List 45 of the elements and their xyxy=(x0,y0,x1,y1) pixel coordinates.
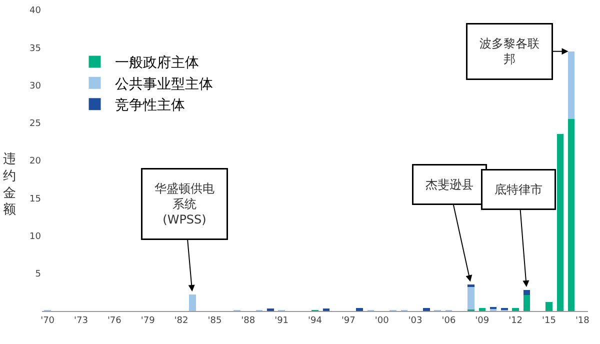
bar xyxy=(523,290,530,296)
x-tick-label: '76 xyxy=(107,316,122,326)
x-tick-label: '97 xyxy=(341,316,356,326)
x-tick-label: '06 xyxy=(442,316,456,326)
legend-label: 公共事业型主体 xyxy=(114,76,213,92)
annotation: 杰斐逊县 xyxy=(426,178,474,192)
bar xyxy=(523,295,530,311)
x-tick-label: '15 xyxy=(542,316,556,326)
legend-label: 竞争性主体 xyxy=(114,98,185,114)
bar xyxy=(423,308,430,311)
y-tick-label: 35 xyxy=(30,44,41,54)
bar xyxy=(189,294,196,311)
y-axis-title: 违约金额 xyxy=(3,152,16,218)
x-tick-label: '73 xyxy=(74,316,88,326)
x-tick-label: '70 xyxy=(40,316,55,326)
annotation: 华盛顿供电系统(WPSS) xyxy=(154,182,214,227)
annotation: 底特律市 xyxy=(494,182,542,196)
x-tick-label: '12 xyxy=(508,316,523,326)
x-tick-label: '00 xyxy=(374,316,390,326)
bar xyxy=(512,308,519,311)
annotation: 波多黎各联邦 xyxy=(480,36,540,66)
y-tick-label: 20 xyxy=(30,156,42,167)
x-tick-label: '82 xyxy=(174,316,188,326)
bar xyxy=(568,51,575,120)
bar xyxy=(468,286,474,310)
x-tick-label: '18 xyxy=(575,316,590,326)
y-tick-label: 5 xyxy=(35,270,41,280)
y-tick-label: 40 xyxy=(30,6,42,16)
x-tick-label: '79 xyxy=(140,316,156,326)
x-tick-label: '91 xyxy=(274,316,289,326)
bar xyxy=(556,134,564,311)
x-tick-label: '94 xyxy=(308,316,322,326)
x-tick-label: '03 xyxy=(408,316,422,326)
bar xyxy=(568,119,575,311)
bar xyxy=(356,308,363,311)
bar xyxy=(546,302,552,311)
y-tick-label: 10 xyxy=(30,232,42,242)
x-tick-label: '88 xyxy=(241,316,256,326)
y-tick-label: 30 xyxy=(30,81,42,92)
y-tick-label: 25 xyxy=(30,119,41,130)
x-tick-label: '85 xyxy=(208,316,222,326)
y-tick-label: 15 xyxy=(30,194,41,204)
x-tick-label: '09 xyxy=(475,316,490,326)
legend-label: 一般政府主体 xyxy=(114,55,199,72)
bar xyxy=(478,308,486,311)
